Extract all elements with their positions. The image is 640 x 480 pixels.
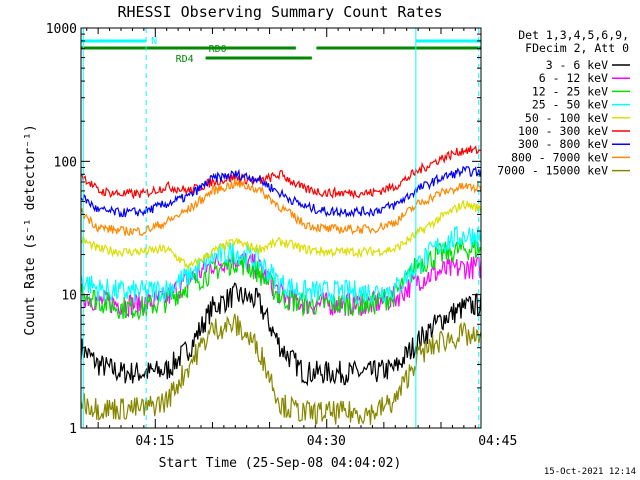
series-line-0: [80, 282, 482, 387]
x-tick-label: 04:30: [307, 434, 346, 449]
flag-label-rd4: RD4: [176, 54, 194, 65]
legend-entry-label: 50 - 100 keV: [525, 111, 608, 125]
legend-entry-label: 12 - 25 keV: [532, 84, 608, 98]
chart-title: RHESSI Observing Summary Count Rates: [117, 3, 442, 21]
legend-entry-label: 6 - 12 keV: [539, 71, 608, 85]
flag-vertical-lines: [82, 28, 480, 428]
series-line-4: [80, 200, 482, 272]
series-line-1: [80, 250, 482, 318]
legend-header-line-2: FDecim 2, Att 0: [525, 41, 629, 55]
legend: Det 1,3,4,5,6,9, FDecim 2, Att 0 3 - 6 k…: [497, 28, 630, 178]
series-line-2: [80, 237, 482, 321]
legend-header-line-1: Det 1,3,4,5,6,9,: [518, 28, 629, 42]
series-line-6: [80, 165, 482, 219]
series-line-7: [80, 179, 482, 237]
y-axis-label: Count Rate (s⁻¹ detector⁻¹): [23, 124, 38, 335]
x-tick-label: 04:45: [478, 434, 517, 449]
x-axis-label: Start Time (25-Sep-08 04:04:02): [159, 456, 402, 471]
y-tick-label: 10: [61, 289, 77, 304]
y-axis: 1 10 100 1000: [46, 22, 481, 437]
y-tick-label: 1: [69, 422, 77, 437]
series-layer: [80, 145, 482, 426]
y-tick-label: 100: [54, 155, 77, 170]
legend-entry-label: 300 - 800 keV: [518, 137, 608, 151]
legend-entry-label: 3 - 6 keV: [546, 58, 608, 72]
legend-entry-label: 7000 - 15000 keV: [497, 164, 608, 178]
flag-label-n: N: [151, 36, 157, 47]
series-line-5: [80, 145, 482, 200]
series-line-8: [80, 313, 482, 426]
legend-entry-label: 100 - 300 keV: [518, 124, 608, 138]
footer-timestamp: 15-Oct-2021 12:14: [544, 467, 636, 477]
flag-label-rd0: RD0: [209, 44, 227, 55]
x-tick-label: 04:15: [135, 434, 174, 449]
y-tick-label: 1000: [46, 22, 77, 37]
flag-bars: N RD0 RD4: [81, 36, 481, 65]
legend-entry-label: 25 - 50 keV: [532, 98, 608, 112]
legend-entry-label: 800 - 7000 keV: [511, 150, 608, 164]
series-line-3: [80, 225, 482, 306]
